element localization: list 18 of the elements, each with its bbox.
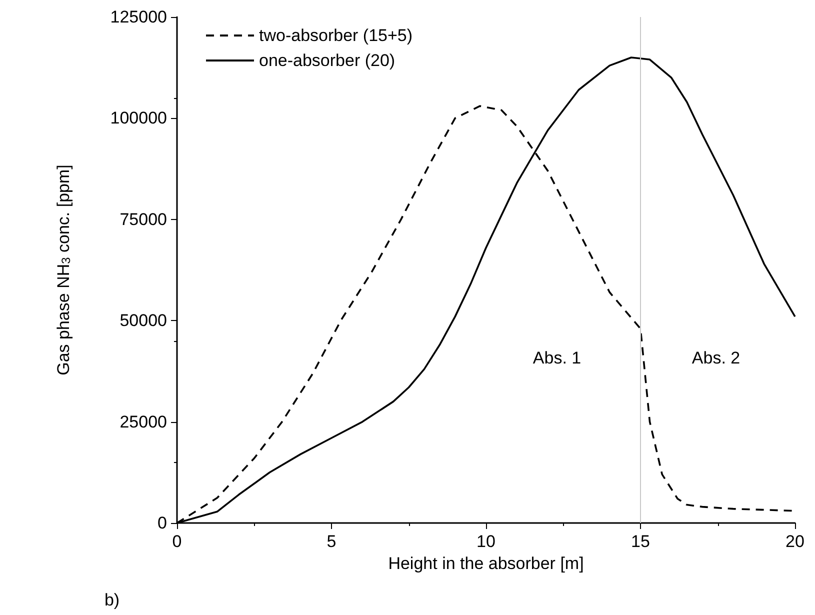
text: b)	[104, 590, 120, 610]
annotation: Abs. 1	[532, 348, 582, 368]
y-tick-label: 75000	[120, 210, 167, 229]
legend-label: one-absorber (20)	[259, 51, 396, 70]
x-tick-label: 10	[476, 532, 496, 551]
x-tick-label: 20	[786, 532, 804, 551]
x-tick-label: 0	[172, 532, 182, 551]
y-axis-title: Gas phase NH3 conc. [ppm]	[54, 164, 73, 376]
legend-label: two-absorber (15+5)	[259, 26, 413, 45]
y-tick-label: 125000	[110, 8, 167, 26]
y-tick-label: 100000	[110, 108, 167, 128]
annotation: Abs. 2	[692, 348, 740, 368]
x-axis-title: Height in the absorber [m]	[388, 554, 584, 573]
x-tick-label: 5	[326, 532, 336, 551]
x-tick-label: 15	[631, 532, 650, 551]
y-tick-label: 0	[158, 514, 167, 532]
y-tick-label: 25000	[120, 412, 167, 432]
y-tick-label: 50000	[120, 311, 167, 330]
